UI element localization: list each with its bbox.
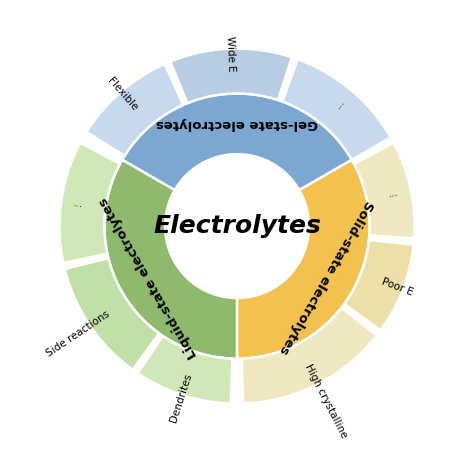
Text: Wide E: Wide E xyxy=(225,35,237,71)
Circle shape xyxy=(165,154,309,298)
Polygon shape xyxy=(59,143,120,263)
Polygon shape xyxy=(104,160,237,358)
Text: Side reactions: Side reactions xyxy=(44,308,111,358)
Text: Liquid-state electrolytes: Liquid-state electrolytes xyxy=(97,194,200,360)
Text: Electrolytes: Electrolytes xyxy=(153,214,321,238)
Text: Solid-state electrolytes: Solid-state electrolytes xyxy=(276,198,375,356)
Text: ...: ... xyxy=(73,198,84,209)
Polygon shape xyxy=(354,143,415,239)
Polygon shape xyxy=(171,49,292,103)
Polygon shape xyxy=(237,160,370,358)
Text: High crystalline: High crystalline xyxy=(303,362,349,439)
Polygon shape xyxy=(138,336,232,403)
Polygon shape xyxy=(86,64,183,156)
Text: Poor E: Poor E xyxy=(380,277,414,298)
Text: ...: ... xyxy=(333,96,347,111)
Polygon shape xyxy=(344,240,413,330)
Polygon shape xyxy=(122,94,352,190)
Text: ...: ... xyxy=(388,187,400,199)
Polygon shape xyxy=(242,308,377,403)
Polygon shape xyxy=(65,258,159,369)
Text: Gel-state electrolytes: Gel-state electrolytes xyxy=(156,118,318,130)
Text: Flexible: Flexible xyxy=(105,75,139,112)
Polygon shape xyxy=(283,59,391,160)
Text: Dendrites: Dendrites xyxy=(169,372,194,424)
